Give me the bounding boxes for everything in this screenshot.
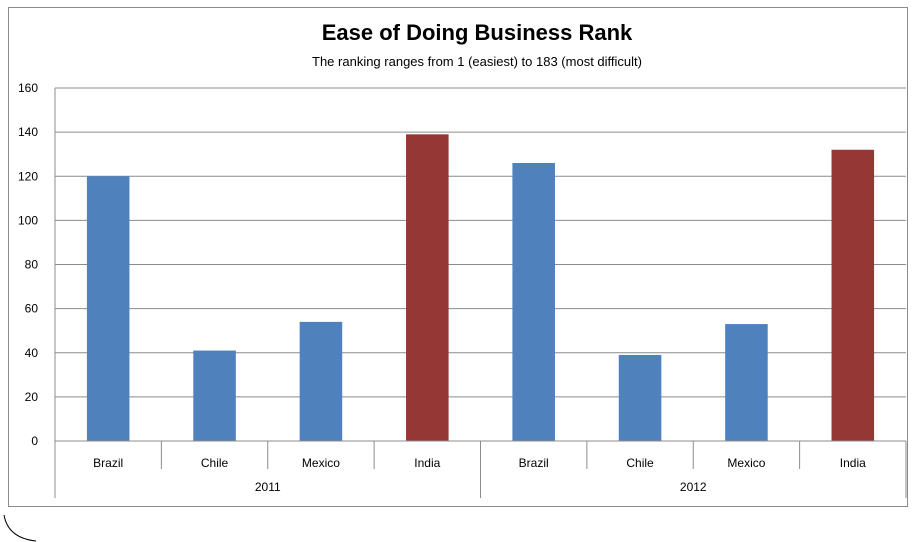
category-label: Mexico <box>302 456 340 470</box>
category-label: Brazil <box>519 456 549 470</box>
y-tick-label: 80 <box>25 258 39 272</box>
y-tick-label: 160 <box>18 81 38 95</box>
bars <box>86 134 875 442</box>
category-label: Chile <box>201 456 229 470</box>
bar-2011-brazil <box>86 176 130 441</box>
bar-2011-india <box>406 134 449 442</box>
bar-2012-chile <box>618 354 662 441</box>
y-axis-ticks: 0 20 40 60 80 100 120 140 160 <box>18 81 38 448</box>
chart-title: Ease of Doing Business Rank <box>322 20 633 45</box>
y-tick-label: 100 <box>18 213 38 227</box>
category-label: India <box>414 456 440 470</box>
y-tick-label: 20 <box>25 390 39 404</box>
category-label: Mexico <box>727 456 765 470</box>
y-tick-label: 0 <box>31 434 38 448</box>
category-label: Brazil <box>93 456 123 470</box>
y-tick-label: 140 <box>18 125 38 139</box>
category-label: Chile <box>626 456 654 470</box>
bar-2012-mexico <box>725 324 768 441</box>
y-tick-label: 40 <box>25 346 39 360</box>
category-labels: Brazil Chile Mexico India Brazil Chile Mexico I… <box>93 456 866 470</box>
category-axis <box>54 440 907 498</box>
category-label: India <box>840 456 866 470</box>
chart-subtitle: The ranking ranges from 1 (easiest) to 1… <box>312 54 642 69</box>
bar-2012-brazil <box>512 163 555 441</box>
group-labels: 2011 2012 <box>255 480 707 494</box>
bar-2011-mexico <box>299 321 343 441</box>
y-tick-label: 120 <box>18 169 38 183</box>
bar-2012-india <box>831 149 875 441</box>
group-label-2012: 2012 <box>680 480 707 494</box>
group-label-2011: 2011 <box>255 480 281 494</box>
bar-2011-chile <box>193 350 236 441</box>
y-tick-label: 60 <box>25 302 39 316</box>
